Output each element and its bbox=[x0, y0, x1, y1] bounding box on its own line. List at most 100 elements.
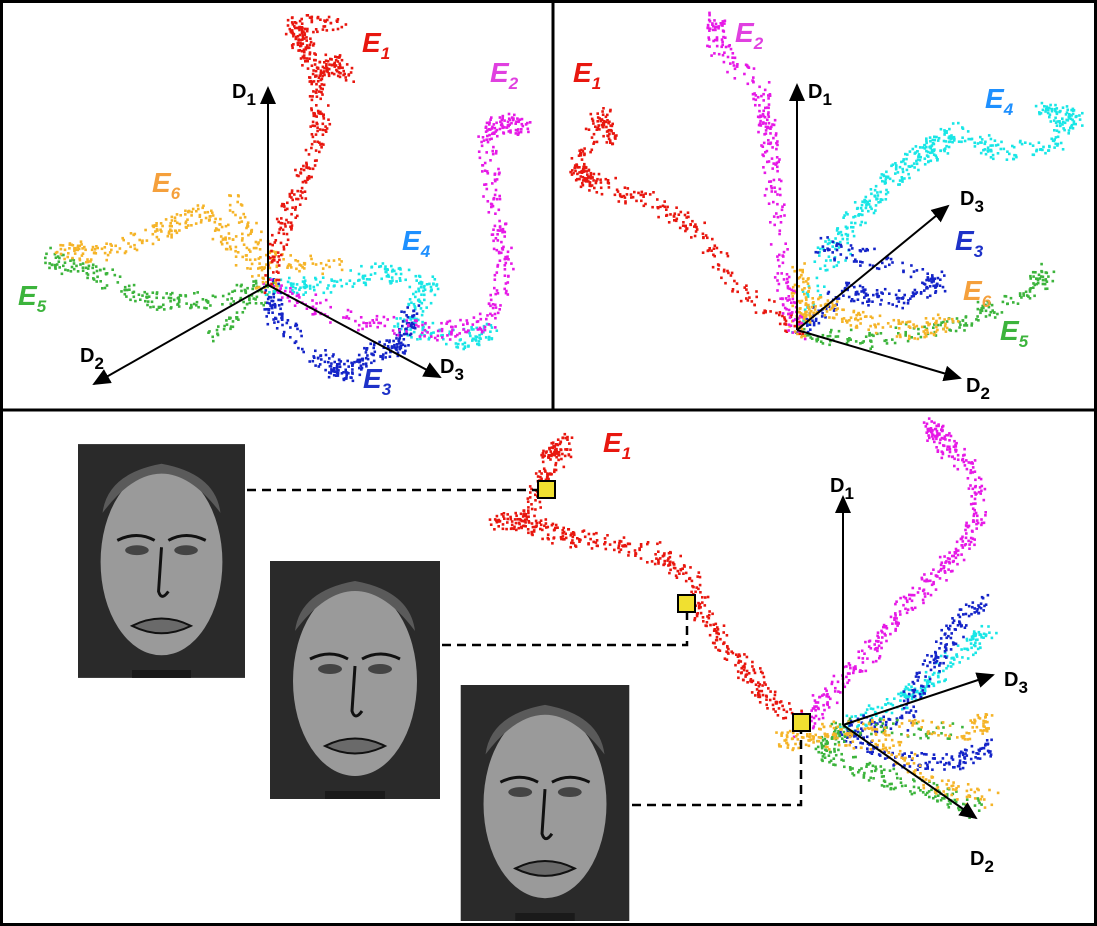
scatter-point bbox=[1041, 108, 1045, 112]
scatter-point bbox=[955, 317, 959, 320]
scatter-point bbox=[826, 735, 829, 739]
scatter-point bbox=[296, 301, 299, 304]
scatter-point bbox=[775, 156, 779, 159]
scatter-point bbox=[861, 209, 864, 212]
scatter-point bbox=[956, 624, 960, 627]
scatter-point bbox=[852, 671, 855, 675]
scatter-point bbox=[63, 261, 67, 264]
scatter-point bbox=[1070, 123, 1074, 127]
scatter-point bbox=[477, 135, 480, 138]
scatter-point bbox=[463, 345, 467, 348]
scatter-point bbox=[234, 235, 238, 238]
scatter-point bbox=[249, 250, 252, 253]
scatter-point bbox=[826, 701, 829, 704]
scatter-point bbox=[854, 715, 857, 718]
scatter-point bbox=[933, 435, 937, 438]
scatter-point bbox=[644, 202, 647, 206]
scatter-point bbox=[796, 332, 799, 336]
scatter-point bbox=[317, 365, 321, 368]
scatter-point bbox=[123, 292, 127, 296]
scatter-point bbox=[406, 306, 409, 309]
scatter-point bbox=[851, 254, 854, 257]
scatter-point bbox=[179, 214, 182, 217]
scatter-point bbox=[289, 282, 293, 285]
scatter-point bbox=[980, 624, 984, 628]
scatter-point bbox=[979, 747, 982, 751]
scatter-point bbox=[778, 178, 781, 181]
scatter-point bbox=[743, 72, 746, 76]
scatter-point bbox=[440, 329, 444, 333]
scatter-point bbox=[912, 593, 916, 597]
scatter-point bbox=[794, 735, 798, 738]
scatter-point bbox=[910, 593, 913, 597]
scatter-point bbox=[915, 269, 919, 272]
scatter-point bbox=[921, 776, 925, 779]
scatter-point bbox=[502, 515, 505, 518]
scatter-point bbox=[485, 138, 488, 141]
scatter-point bbox=[819, 236, 823, 240]
scatter-point bbox=[466, 322, 469, 326]
scatter-point bbox=[602, 134, 605, 138]
scatter-point bbox=[871, 316, 874, 320]
scatter-point bbox=[822, 753, 826, 756]
scatter-point bbox=[501, 527, 505, 531]
scatter-point bbox=[861, 261, 864, 264]
scatter-point bbox=[325, 127, 329, 130]
scatter-point bbox=[881, 631, 884, 634]
scatter-point bbox=[338, 365, 342, 369]
scatter-point bbox=[277, 271, 280, 274]
scatter-point bbox=[396, 351, 400, 354]
scatter-point bbox=[823, 285, 826, 288]
scatter-point bbox=[914, 292, 917, 295]
scatter-point bbox=[805, 280, 808, 283]
scatter-point bbox=[826, 745, 829, 749]
scatter-point bbox=[599, 119, 602, 123]
scatter-point bbox=[707, 38, 711, 41]
scatter-point bbox=[909, 688, 912, 692]
scatter-point bbox=[118, 275, 122, 278]
scatter-point bbox=[724, 36, 727, 39]
scatter-point bbox=[769, 132, 772, 135]
scatter-point bbox=[279, 278, 283, 282]
scatter-point bbox=[576, 172, 579, 176]
scatter-point bbox=[849, 328, 853, 332]
scatter-point bbox=[707, 18, 711, 22]
scatter-point bbox=[800, 711, 804, 714]
scatter-point bbox=[965, 795, 969, 799]
scatter-point bbox=[948, 445, 951, 449]
scatter-point bbox=[846, 213, 849, 216]
scatter-point bbox=[606, 113, 609, 117]
scatter-point bbox=[871, 764, 875, 768]
scatter-point bbox=[943, 763, 946, 766]
scatter-point bbox=[791, 311, 794, 314]
scatter-point bbox=[374, 262, 377, 265]
scatter-point bbox=[898, 333, 902, 337]
scatter-point bbox=[706, 23, 710, 27]
scatter-point bbox=[325, 68, 329, 71]
scatter-point bbox=[781, 303, 785, 306]
scatter-point bbox=[894, 326, 898, 329]
scatter-point bbox=[920, 325, 924, 329]
scatter-point bbox=[569, 170, 572, 174]
scatter-point bbox=[693, 234, 697, 238]
scatter-point bbox=[273, 255, 276, 259]
scatter-point bbox=[773, 223, 776, 227]
scatter-point bbox=[908, 176, 911, 180]
scatter-point bbox=[412, 302, 416, 306]
scatter-point bbox=[831, 306, 834, 310]
scatter-point bbox=[329, 371, 333, 375]
scatter-point bbox=[252, 246, 256, 250]
scatter-point bbox=[297, 293, 300, 297]
scatter-point bbox=[882, 623, 886, 627]
scatter-point bbox=[81, 266, 85, 269]
scatter-point bbox=[843, 740, 846, 743]
scatter-point bbox=[320, 142, 324, 146]
scatter-point bbox=[402, 332, 406, 336]
scatter-point bbox=[820, 315, 824, 318]
scatter-point bbox=[373, 272, 377, 275]
scatter-point bbox=[708, 11, 711, 15]
scatter-point bbox=[808, 313, 811, 317]
scatter-point bbox=[320, 90, 323, 94]
scatter-point bbox=[311, 95, 314, 98]
scatter-point bbox=[924, 579, 928, 583]
